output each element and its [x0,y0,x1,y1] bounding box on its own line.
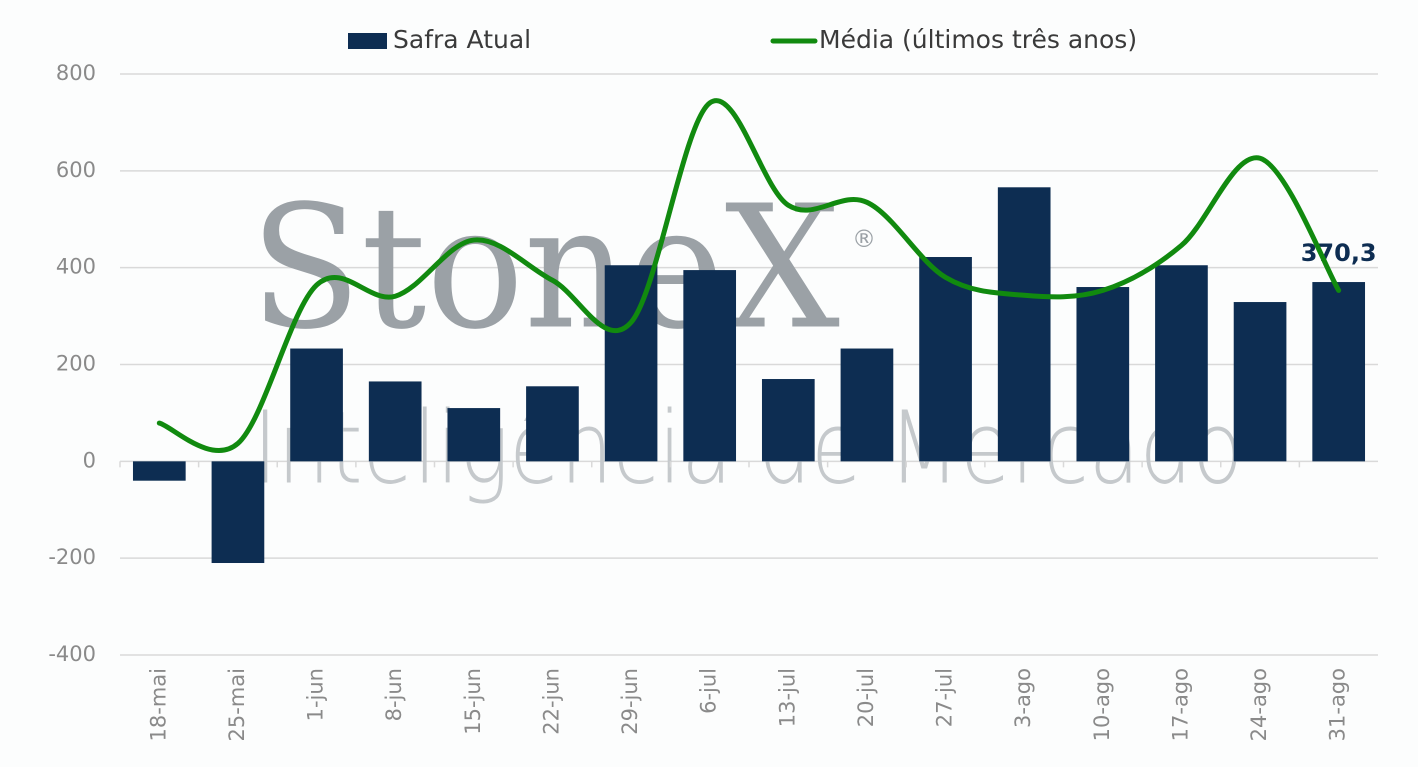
bar [919,257,972,462]
x-tick-label: 8-jun [382,668,406,721]
bar [1312,282,1366,462]
bar [132,461,186,481]
bar [290,348,343,462]
bar [997,187,1051,462]
bar [1155,265,1208,462]
bar [368,381,422,462]
bar [211,461,265,564]
bar [604,265,658,462]
x-tick-label: 15-jun [461,668,485,735]
bar [1233,302,1287,462]
y-tick-label: -400 [48,642,96,666]
x-tick-label: 24-ago [1247,668,1271,741]
y-tick-label: 800 [56,61,96,85]
y-tick-label: 200 [56,352,96,376]
x-tick-label: 6-jul [697,668,721,714]
x-tick-label: 13-jul [775,668,799,727]
x-tick-label: 18-mai [146,668,170,741]
x-tick-label: 10-ago [1090,668,1114,741]
y-tick-label: -200 [48,545,96,569]
bar [526,386,579,462]
x-tick-label: 1-jun [304,668,328,721]
bar [761,379,815,462]
legend-swatch [348,33,387,49]
x-tick-label: 22-jun [539,668,563,735]
watermark-mark: ® [852,225,876,253]
y-tick-label: 600 [56,158,96,182]
legend-label: Média (últimos três anos) [819,25,1137,54]
data-label: 370,3 [1301,239,1377,267]
line [156,98,1342,453]
x-tick-label: 17-ago [1168,668,1192,741]
bar [840,348,894,462]
x-tick-label: 25-mai [225,668,249,741]
x-tick-label: 27-jul [933,668,957,727]
y-tick-label: 0 [83,448,96,472]
bar [447,408,501,462]
x-tick-label: 31-ago [1326,668,1350,741]
y-tick-label: 400 [56,255,96,279]
x-tick-label: 29-jun [618,668,642,735]
x-tick-label: 3-ago [1011,668,1035,728]
x-tick-label: 20-jul [854,668,878,727]
bar [683,270,737,462]
watermark-brand: StoneX [250,169,840,367]
legend-label: Safra Atual [393,25,531,54]
bar [1076,287,1130,462]
